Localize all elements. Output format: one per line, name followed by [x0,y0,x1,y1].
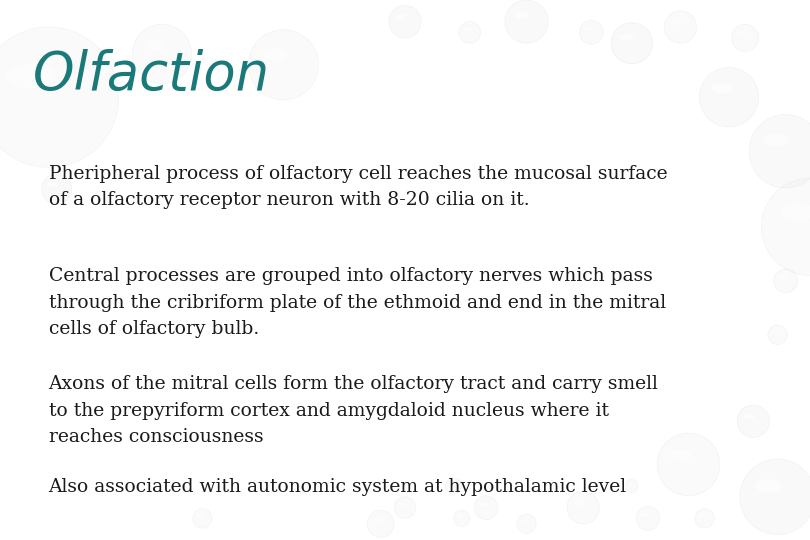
Ellipse shape [132,24,192,84]
Ellipse shape [446,478,462,494]
Ellipse shape [636,507,660,530]
Ellipse shape [474,496,498,519]
Ellipse shape [394,497,416,518]
Ellipse shape [699,68,759,127]
Ellipse shape [457,515,463,517]
Ellipse shape [373,517,382,522]
Ellipse shape [132,24,192,84]
Ellipse shape [774,269,798,293]
Ellipse shape [664,11,697,43]
Ellipse shape [505,0,548,43]
Ellipse shape [454,510,470,526]
Ellipse shape [657,433,720,496]
Ellipse shape [749,114,810,188]
Ellipse shape [41,174,72,204]
Ellipse shape [367,510,394,537]
Ellipse shape [584,27,592,31]
Ellipse shape [479,502,487,506]
Ellipse shape [612,23,652,64]
Text: Axons of the mitral cells form the olfactory tract and carry smell
to the prepyr: Axons of the mitral cells form the olfac… [49,375,659,446]
Ellipse shape [768,325,787,345]
Ellipse shape [573,500,585,505]
Text: Central processes are grouped into olfactory nerves which pass
through the cribr: Central processes are grouped into olfac… [49,267,666,338]
Ellipse shape [781,204,810,221]
Ellipse shape [394,497,416,518]
Ellipse shape [389,5,421,38]
Ellipse shape [0,27,119,167]
Ellipse shape [505,0,548,43]
Ellipse shape [579,21,603,44]
Ellipse shape [193,509,212,528]
Ellipse shape [628,483,633,485]
Ellipse shape [695,509,714,528]
Ellipse shape [454,510,470,526]
Ellipse shape [446,478,462,494]
Ellipse shape [463,27,471,31]
Ellipse shape [768,325,787,345]
Ellipse shape [740,459,810,535]
Ellipse shape [521,519,527,523]
Ellipse shape [670,449,692,461]
Ellipse shape [636,507,660,530]
Ellipse shape [737,405,770,437]
Ellipse shape [0,27,119,167]
Ellipse shape [671,19,682,25]
Text: Pheripheral process of olfactory cell reaches the mucosal surface
of a olfactory: Pheripheral process of olfactory cell re… [49,165,667,209]
Ellipse shape [395,14,407,19]
Ellipse shape [449,482,454,485]
Ellipse shape [459,22,480,43]
Ellipse shape [459,22,480,43]
Ellipse shape [517,514,536,534]
Ellipse shape [657,433,720,496]
Ellipse shape [193,509,212,528]
Ellipse shape [197,514,203,517]
Ellipse shape [761,178,810,275]
Ellipse shape [774,269,798,293]
Ellipse shape [514,11,529,19]
Ellipse shape [249,30,318,100]
Ellipse shape [389,5,421,38]
Ellipse shape [612,23,652,64]
Ellipse shape [731,24,759,51]
Ellipse shape [695,509,714,528]
Ellipse shape [731,24,759,51]
Ellipse shape [749,114,810,188]
Text: Olfaction: Olfaction [32,49,270,100]
Ellipse shape [249,30,318,100]
Ellipse shape [699,514,706,517]
Text: Also associated with autonomic system at hypothalamic level: Also associated with autonomic system at… [49,478,627,496]
Ellipse shape [778,275,787,279]
Ellipse shape [737,31,747,36]
Ellipse shape [664,11,697,43]
Ellipse shape [641,513,649,517]
Ellipse shape [744,414,755,419]
Ellipse shape [699,68,759,127]
Ellipse shape [48,182,58,187]
Ellipse shape [772,330,778,334]
Ellipse shape [740,459,810,535]
Ellipse shape [620,33,634,40]
Ellipse shape [625,480,638,492]
Ellipse shape [625,480,638,492]
Ellipse shape [579,21,603,44]
Ellipse shape [262,48,287,60]
Ellipse shape [764,134,790,146]
Ellipse shape [711,83,732,93]
Ellipse shape [567,491,599,524]
Ellipse shape [517,514,536,534]
Ellipse shape [761,178,810,275]
Ellipse shape [6,64,56,89]
Ellipse shape [755,479,782,492]
Ellipse shape [367,510,394,537]
Ellipse shape [144,40,165,50]
Ellipse shape [41,174,72,204]
Ellipse shape [474,496,498,519]
Ellipse shape [567,491,599,524]
Ellipse shape [737,405,770,437]
Ellipse shape [399,502,406,507]
